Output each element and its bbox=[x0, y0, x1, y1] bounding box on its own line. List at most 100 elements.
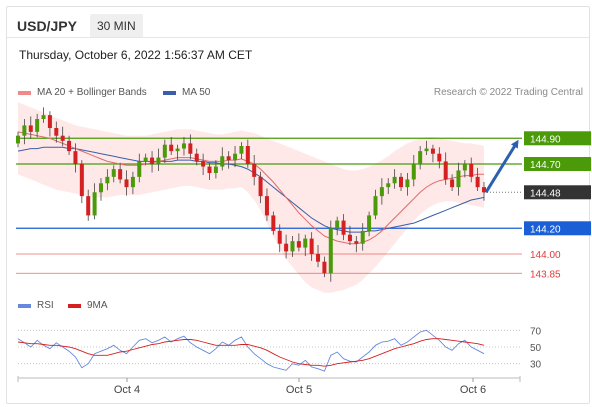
candle-body-10 bbox=[79, 164, 84, 197]
candle-body-23 bbox=[162, 144, 167, 158]
legend-item-rsi: RSI bbox=[18, 300, 54, 311]
candle-body-54 bbox=[360, 230, 365, 244]
candle-body-67 bbox=[443, 161, 448, 180]
price-level-box-1 bbox=[524, 157, 591, 171]
price-level-labels: 144.90 144.70 144.48 144.20 144.00 143.85 bbox=[524, 131, 591, 280]
candle-body-38 bbox=[258, 176, 263, 197]
candle-body-37 bbox=[252, 164, 257, 177]
candle-body-33 bbox=[226, 156, 231, 161]
candle-body-5 bbox=[47, 115, 52, 128]
candle-body-47 bbox=[316, 254, 321, 262]
candle-body-36 bbox=[245, 146, 250, 164]
candle-body-30 bbox=[207, 166, 212, 173]
candle-body-1 bbox=[22, 125, 27, 136]
candle-body-2 bbox=[28, 125, 33, 132]
time-tick-label-1: Oct 5 bbox=[286, 384, 312, 396]
candle-body-8 bbox=[67, 140, 72, 152]
candle-body-34 bbox=[233, 153, 238, 161]
time-tick-label-2: Oct 6 bbox=[460, 384, 486, 396]
header-divider bbox=[7, 37, 589, 38]
candles bbox=[16, 107, 486, 282]
rsi-panel: 70 50 30 bbox=[17, 326, 542, 372]
candle-body-21 bbox=[150, 157, 155, 164]
candle-body-63 bbox=[418, 151, 423, 164]
candle-body-55 bbox=[367, 215, 372, 231]
candle-body-28 bbox=[194, 153, 199, 162]
ma20-line bbox=[17, 131, 484, 245]
price-level-label-2: 144.48 bbox=[530, 188, 561, 199]
candle-body-19 bbox=[137, 161, 142, 177]
candle-body-57 bbox=[379, 187, 384, 197]
candle-body-52 bbox=[347, 234, 352, 242]
candle-body-40 bbox=[271, 215, 276, 231]
rsi-9ma-line bbox=[17, 338, 485, 367]
chart-widget: USD/JPY 30 MIN Thursday, October 6, 2022… bbox=[6, 6, 590, 404]
candle-body-4 bbox=[41, 115, 46, 119]
candle-body-64 bbox=[424, 148, 429, 152]
bollinger-band bbox=[18, 102, 484, 293]
candle-body-13 bbox=[98, 183, 103, 193]
candle-body-56 bbox=[373, 196, 378, 216]
symbol-title: USD/JPY bbox=[17, 18, 77, 34]
candle-body-48 bbox=[322, 261, 327, 274]
candle-body-39 bbox=[264, 196, 269, 216]
candle-body-31 bbox=[213, 166, 218, 173]
rsi-tick-label-1: 50 bbox=[530, 343, 542, 354]
candle-body-53 bbox=[354, 241, 359, 244]
candle-body-14 bbox=[105, 176, 110, 184]
candle-body-70 bbox=[462, 164, 467, 171]
candle-body-3 bbox=[35, 119, 40, 132]
timeframe-badge[interactable]: 30 MIN bbox=[90, 14, 143, 38]
datetime-label: Thursday, October 6, 2022 1:56:37 AM CET bbox=[19, 48, 253, 62]
candle-body-25 bbox=[175, 148, 180, 152]
candle-body-66 bbox=[437, 153, 442, 162]
legend-item-ma50: MA 50 bbox=[163, 87, 210, 98]
rsi-tick-label-0: 70 bbox=[530, 326, 542, 337]
candle-body-29 bbox=[201, 161, 206, 167]
legend-item-ma20: MA 20 + Bollinger Bands bbox=[18, 87, 147, 98]
forecast-arrow-line bbox=[484, 139, 519, 194]
candle-body-60 bbox=[399, 176, 404, 188]
candle-body-62 bbox=[411, 164, 416, 180]
forecast-arrow bbox=[484, 139, 519, 194]
legend-item-9ma: 9MA bbox=[68, 300, 108, 311]
candle-body-46 bbox=[309, 238, 314, 254]
candle-body-49 bbox=[328, 228, 333, 274]
legend-swatch-ma50 bbox=[163, 90, 176, 95]
price-level-label-3: 144.20 bbox=[530, 224, 561, 235]
candle-body-15 bbox=[111, 169, 116, 177]
time-tick-label-0: Oct 4 bbox=[114, 384, 140, 396]
candle-body-12 bbox=[92, 192, 97, 216]
candle-body-17 bbox=[124, 179, 129, 188]
candle-body-42 bbox=[284, 243, 289, 252]
candle-body-69 bbox=[456, 170, 461, 188]
time-axis: Oct 4 Oct 5 Oct 6 bbox=[17, 376, 521, 396]
legend-label-rsi: RSI bbox=[37, 300, 54, 311]
candle-body-65 bbox=[430, 148, 435, 154]
price-level-box-2 bbox=[524, 185, 591, 200]
legend-swatch-9ma bbox=[68, 303, 81, 308]
candle-body-24 bbox=[169, 144, 174, 152]
price-level-label-5: 143.85 bbox=[530, 269, 561, 280]
candle-body-58 bbox=[386, 183, 391, 188]
price-level-box-0 bbox=[524, 131, 591, 146]
candle-body-72 bbox=[475, 176, 480, 188]
candle-body-22 bbox=[156, 157, 161, 164]
candle-body-9 bbox=[73, 151, 78, 164]
candle-body-41 bbox=[277, 230, 282, 244]
candle-body-11 bbox=[86, 196, 91, 216]
price-level-label-4: 144.00 bbox=[530, 250, 561, 261]
legend-swatch-rsi bbox=[18, 303, 31, 308]
price-level-label-0: 144.90 bbox=[530, 134, 561, 145]
rsi-tick-label-2: 30 bbox=[530, 360, 542, 371]
candle-body-7 bbox=[60, 135, 65, 141]
candle-body-16 bbox=[118, 169, 123, 180]
candle-body-71 bbox=[469, 164, 474, 177]
candle-body-32 bbox=[220, 156, 225, 167]
candle-body-27 bbox=[188, 143, 193, 154]
candle-body-44 bbox=[296, 241, 301, 248]
candle-body-73 bbox=[482, 187, 486, 193]
candle-body-51 bbox=[341, 220, 346, 235]
candle-body-26 bbox=[181, 143, 186, 149]
